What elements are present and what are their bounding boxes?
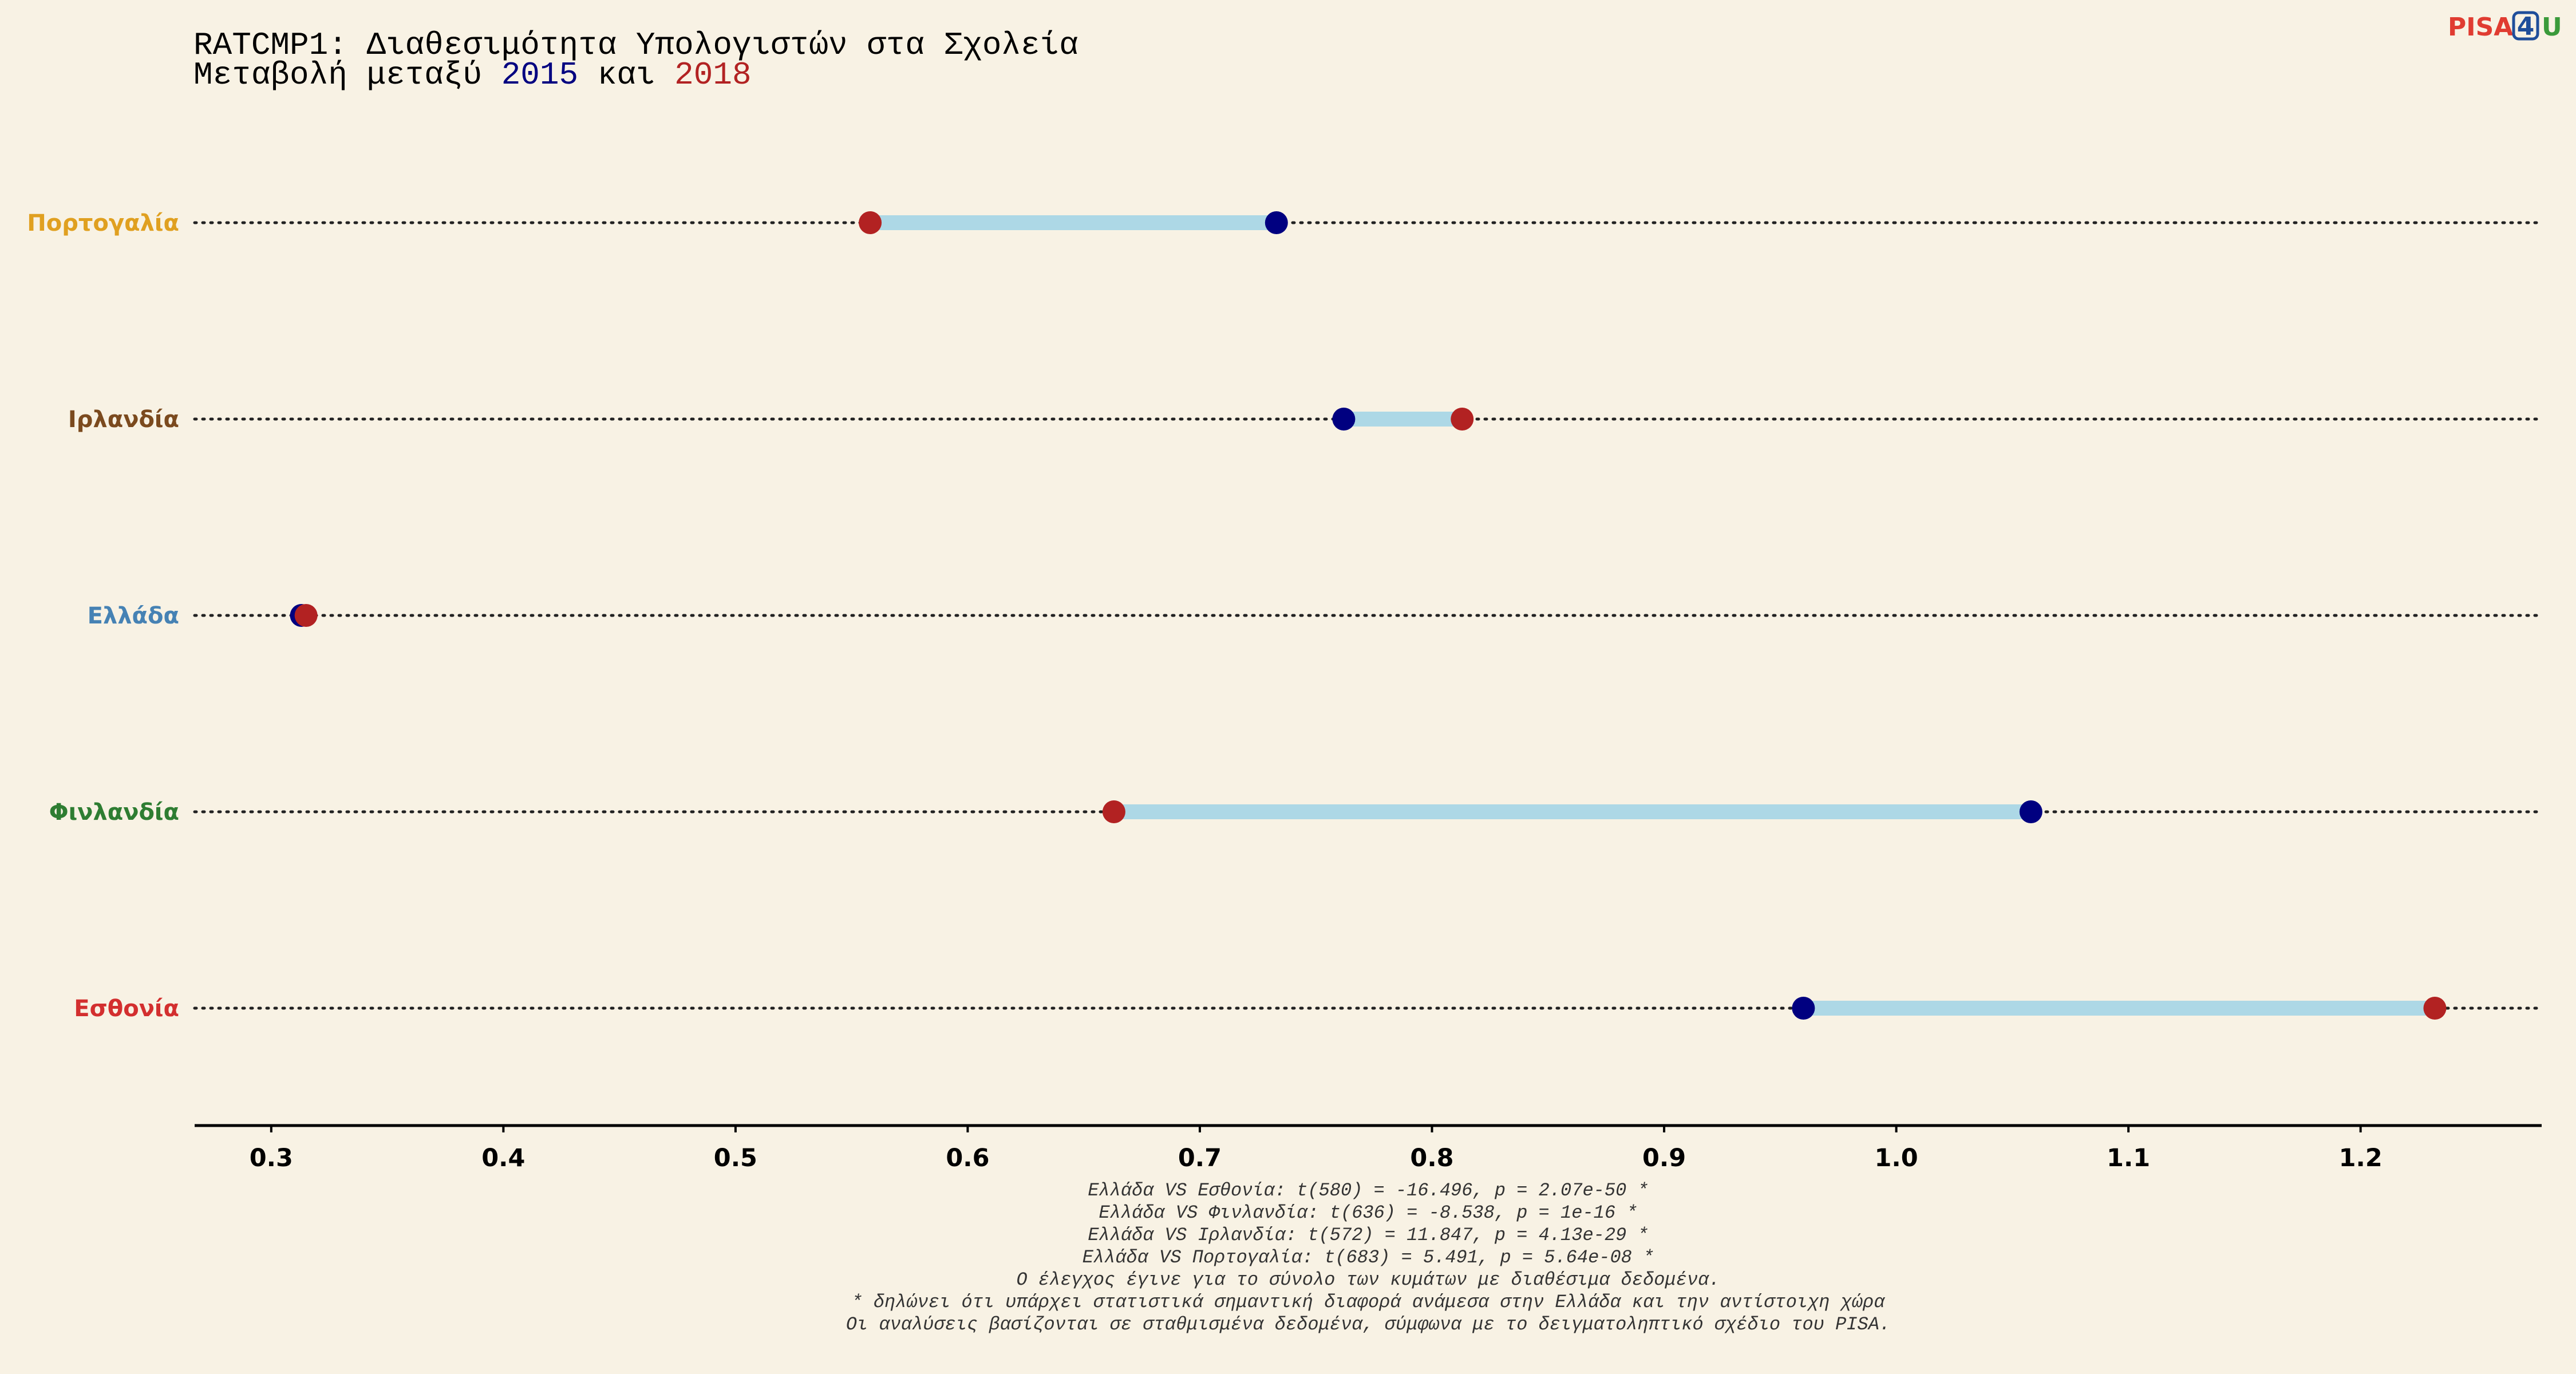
title-year-2018: 2018: [674, 57, 751, 93]
x-axis: 0.3 0.4 0.5 0.6 0.7 0.8 0.9 1.0 1.1 1.2: [195, 1124, 2542, 1172]
point-2018: [1102, 800, 1125, 823]
rows-layer: Πορτογαλία Ιρλανδία Ελλάδα Φινλανδία Εσθονία: [27, 210, 2543, 1022]
x-tick-label: 0.4: [481, 1144, 525, 1172]
x-tick-label: 0.5: [714, 1144, 757, 1172]
logo-text-4: 4: [2517, 12, 2535, 41]
row-4: Εσθονία: [74, 996, 2543, 1022]
country-label: Εσθονία: [74, 996, 179, 1022]
point-2018: [294, 604, 318, 627]
point-2018: [859, 211, 882, 234]
title-mid: και: [578, 57, 674, 93]
x-tick-label: 0.3: [250, 1144, 293, 1172]
x-tick-label: 0.6: [946, 1144, 989, 1172]
footnotes: Ελλάδα VS Εσθονία: t(580) = -16.496, p =…: [846, 1180, 1890, 1335]
country-label: Ιρλανδία: [68, 406, 179, 433]
row-0: Πορτογαλία: [27, 210, 2543, 236]
x-tick-label: 0.9: [1642, 1144, 1686, 1172]
footnote-line: Ο έλεγχος έγινε για το σύνολο των κυμάτω…: [1017, 1269, 1720, 1290]
x-tick-label: 1.2: [2339, 1144, 2383, 1172]
row-2: Ελλάδα: [88, 603, 2543, 629]
point-2015: [1265, 211, 1288, 234]
footnote-line: Ελλάδα VS Φινλανδία: t(636) = -8.538, p …: [1099, 1202, 1638, 1223]
footnote-line: Ελλάδα VS Εσθονία: t(580) = -16.496, p =…: [1088, 1180, 1648, 1201]
footnote-line: Ελλάδα VS Ιρλανδία: t(572) = 11.847, p =…: [1088, 1225, 1648, 1246]
row-1: Ιρλανδία: [68, 406, 2543, 433]
chart-title-line1: RATCMP1: Διαθεσιμότητα Υπολογιστών στα Σ…: [193, 27, 1078, 64]
x-tick-label: 1.1: [2107, 1144, 2150, 1172]
footnote-line: Οι αναλύσεις βασίζονται σε σταθμισμένα δ…: [846, 1314, 1890, 1335]
row-3: Φινλανδία: [49, 799, 2543, 826]
logo-text-u: U: [2542, 13, 2562, 42]
country-label: Φινλανδία: [49, 799, 179, 826]
x-tick-label: 0.8: [1410, 1144, 1453, 1172]
country-label: Πορτογαλία: [27, 210, 179, 236]
point-2015: [2019, 800, 2042, 823]
point-2018: [1451, 408, 1474, 431]
pisa4u-logo: PISA 4 U: [2448, 11, 2562, 42]
point-2015: [1332, 408, 1356, 431]
footnote-line: * δηλώνει ότι υπάρχει στατιστικά σημαντι…: [851, 1292, 1885, 1313]
title-year-2015: 2015: [501, 57, 578, 93]
title-prefix: Μεταβολή μεταξύ: [193, 57, 501, 93]
x-tick-label: 0.7: [1178, 1144, 1222, 1172]
logo-text-pisa: PISA: [2448, 13, 2513, 42]
point-2015: [1792, 997, 1815, 1020]
logo-box: [2512, 11, 2539, 41]
chart-title-line2: Μεταβολή μεταξύ 2015 και 2018: [193, 57, 752, 93]
footnote-line: Ελλάδα VS Πορτογαλία: t(683) = 5.491, p …: [1082, 1247, 1654, 1268]
x-tick-label: 1.0: [1875, 1144, 1918, 1172]
country-label: Ελλάδα: [88, 603, 179, 629]
point-2018: [2423, 997, 2447, 1020]
